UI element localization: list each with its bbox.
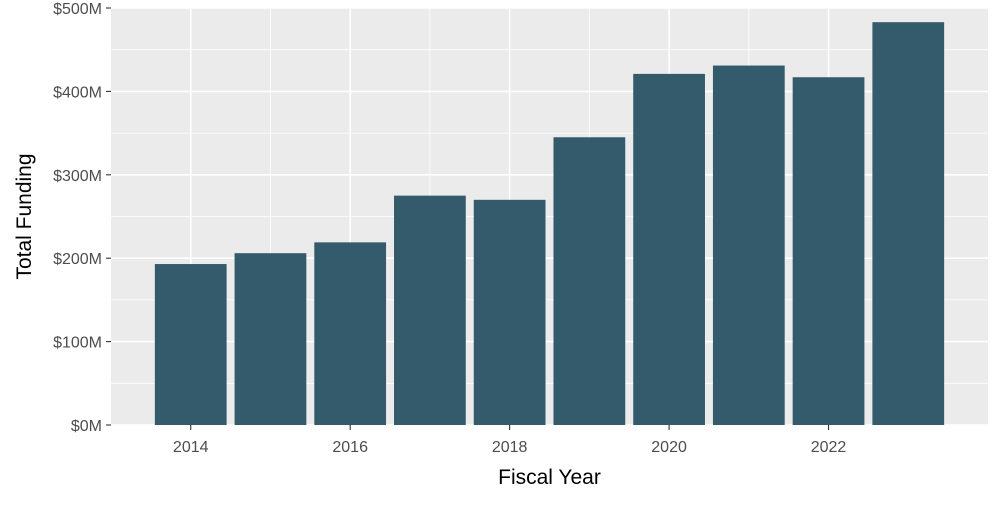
y-tick-label: $400M bbox=[53, 84, 102, 101]
y-tick-label: $100M bbox=[53, 335, 102, 352]
y-tick-label: $500M bbox=[53, 1, 102, 18]
y-tick-label: $300M bbox=[53, 168, 102, 185]
y-axis: $0M $100M $200M $300M $400M $500M bbox=[53, 1, 111, 435]
bar-2021 bbox=[712, 65, 785, 426]
x-tick-label: 2016 bbox=[332, 439, 368, 456]
x-tick-label: 2022 bbox=[811, 439, 847, 456]
bar-2015 bbox=[234, 253, 307, 425]
bar-2020 bbox=[633, 73, 705, 426]
bar-2017 bbox=[394, 195, 466, 425]
bar-2018 bbox=[473, 199, 546, 425]
bar-2014 bbox=[154, 264, 227, 425]
x-tick-label: 2018 bbox=[492, 439, 528, 456]
bar-2019 bbox=[553, 137, 626, 425]
bar-2016 bbox=[314, 242, 387, 425]
x-axis-title: Fiscal Year bbox=[498, 466, 601, 489]
y-tick-label: $200M bbox=[53, 251, 102, 268]
bar-2023 bbox=[872, 22, 945, 425]
x-tick-label: 2014 bbox=[173, 439, 209, 456]
y-tick-label: $0M bbox=[71, 418, 102, 435]
x-axis: 2014 2016 2018 2020 2022 bbox=[173, 425, 847, 456]
y-axis-title: Total Funding bbox=[13, 153, 36, 279]
bar-2022 bbox=[792, 77, 865, 426]
x-tick-label: 2020 bbox=[651, 439, 687, 456]
bars bbox=[154, 22, 945, 426]
